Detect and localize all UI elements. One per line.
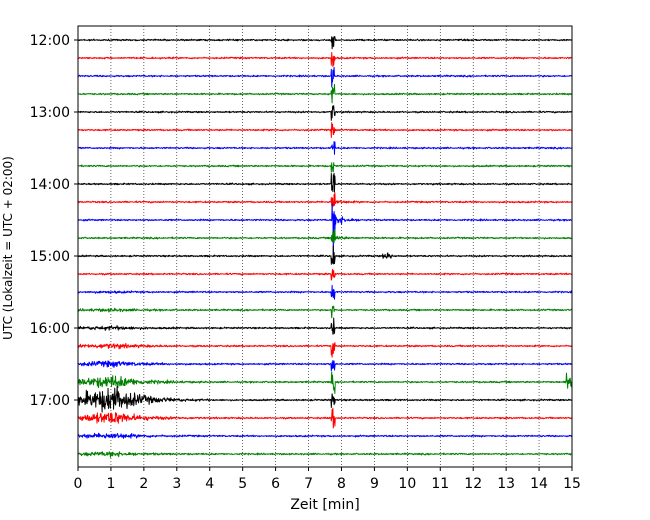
y-tick-label: 14:00 <box>30 177 70 193</box>
y-tick-label: 16:00 <box>30 321 70 337</box>
trace-line <box>78 192 572 209</box>
trace-line <box>78 66 572 88</box>
x-tick-label: 7 <box>304 476 313 492</box>
x-tick-label: 4 <box>205 476 214 492</box>
trace-line <box>78 342 572 358</box>
x-axis-ticks: 0 1 2 3 4 5 6 7 8 9 10 11 12 13 14 15 <box>74 467 581 492</box>
plot-frame <box>77 25 573 468</box>
trace-line <box>78 284 572 300</box>
y-tick-label: 12:00 <box>30 33 70 49</box>
trace-line <box>78 105 572 121</box>
trace-line <box>78 36 572 50</box>
y-axis-ticks: 12:00 13:00 14:00 15:00 16:00 17:00 <box>30 33 78 409</box>
trace-line <box>78 317 572 335</box>
x-tick-label: 3 <box>172 476 181 492</box>
x-tick-label: 15 <box>563 476 581 492</box>
x-tick-label: 10 <box>398 476 416 492</box>
trace-line <box>78 52 572 68</box>
x-tick-label: 11 <box>431 476 449 492</box>
trace-line <box>78 245 572 265</box>
trace-line <box>78 141 572 155</box>
trace-line <box>78 371 572 394</box>
trace-line <box>78 269 572 281</box>
trace-line <box>78 385 572 413</box>
y-axis-label: UTC (Lokalzeit = UTC + 02:00) <box>1 156 15 340</box>
x-tick-label: 9 <box>370 476 379 492</box>
x-tick-label: 6 <box>271 476 280 492</box>
trace-line <box>78 172 572 193</box>
trace-line <box>78 162 572 173</box>
plot-area <box>78 26 572 467</box>
y-tick-label: 15:00 <box>30 249 70 265</box>
x-tick-label: 0 <box>74 476 83 492</box>
y-tick-label: 13:00 <box>30 105 70 121</box>
trace-line <box>78 203 572 255</box>
x-tick-label: 12 <box>464 476 482 492</box>
x-tick-label: 8 <box>337 476 346 492</box>
x-tick-label: 5 <box>238 476 247 492</box>
trace-line <box>78 359 572 372</box>
trace-line <box>78 451 572 458</box>
x-tick-label: 14 <box>530 476 548 492</box>
x-tick-label: 13 <box>497 476 515 492</box>
x-axis-label: Zeit [min] <box>290 497 359 513</box>
y-tick-label: 17:00 <box>30 393 70 409</box>
trace-line <box>78 407 572 429</box>
x-tick-label: 1 <box>106 476 115 492</box>
trace-line <box>78 83 572 104</box>
x-tick-label: 2 <box>139 476 148 492</box>
trace-line <box>78 305 572 319</box>
trace-line <box>78 122 572 139</box>
trace-line <box>78 229 572 244</box>
trace-layer <box>78 36 572 458</box>
trace-line <box>78 432 572 439</box>
